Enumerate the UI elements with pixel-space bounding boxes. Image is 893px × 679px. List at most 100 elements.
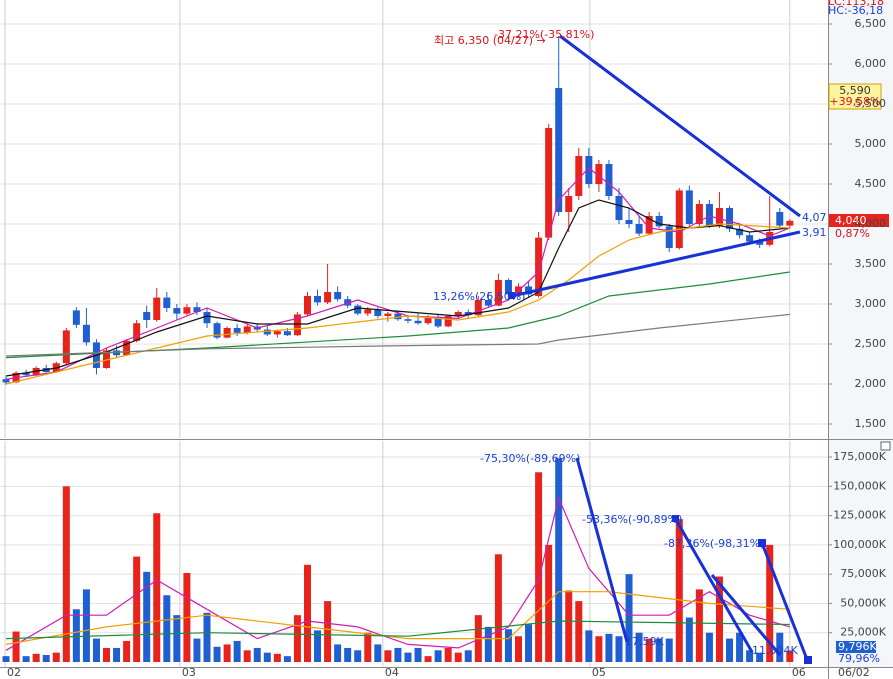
y-tick-label: 125,000K: [833, 509, 886, 522]
y-tick-label: 2,000: [855, 377, 887, 390]
volume-bar: [756, 652, 764, 662]
candle-body: [193, 307, 201, 312]
candle-body: [414, 320, 422, 324]
volume-bar: [625, 574, 633, 662]
volume-bar: [293, 615, 301, 662]
volume-bar: [434, 650, 442, 662]
y-tick-label: 5,000: [855, 137, 887, 150]
trend-marker: [804, 656, 812, 664]
candle-body: [324, 292, 332, 303]
candle-body: [695, 204, 703, 224]
candle-body: [2, 379, 10, 383]
lc-label: LC:113,18: [828, 0, 884, 8]
volume-bar: [233, 640, 241, 662]
volume-bar: [685, 617, 693, 662]
volume-bar: [545, 544, 553, 662]
trend-line: [511, 230, 801, 298]
volume-bar: [213, 646, 221, 662]
candle-body: [283, 331, 291, 336]
volume-bar: [695, 589, 703, 662]
volume-bar: [32, 653, 40, 662]
candle-body: [82, 324, 90, 343]
candle-body: [213, 323, 221, 338]
lower-line-value: 3,91: [802, 226, 827, 239]
volume-bar: [243, 650, 251, 662]
x-tick-label: 04: [385, 666, 399, 679]
volume-bar: [22, 656, 30, 662]
volume-low: 11,004K: [752, 644, 798, 657]
volume-bar: [776, 632, 784, 662]
candle-body: [404, 319, 412, 321]
candle-body: [484, 300, 492, 306]
trend-line: [575, 457, 629, 643]
high-price: 5,590: [839, 84, 871, 97]
volume-bar: [193, 638, 201, 662]
candle-body: [263, 329, 271, 335]
volume-bar: [103, 647, 111, 662]
volume-bar: [464, 650, 472, 662]
y-tick-label: 150,000K: [833, 479, 886, 492]
candle-body: [62, 330, 70, 364]
candle-body: [203, 312, 211, 324]
y-tick-label: 6,000: [855, 57, 887, 70]
volume-bar: [82, 589, 90, 662]
candle-body: [434, 316, 442, 327]
peak-change: -37,21%(-35,81%): [494, 28, 594, 41]
volume-change: -75,30%(-89,69%): [480, 452, 580, 465]
volume-bar: [334, 644, 342, 662]
y-tick-label: 1,500: [855, 417, 887, 430]
volume-bar: [786, 650, 794, 662]
volume-bar: [424, 656, 432, 662]
volume-bar: [394, 647, 402, 662]
volume-bar: [565, 590, 573, 662]
volume-bar: [444, 647, 452, 662]
candle-body: [655, 216, 663, 227]
panel-button[interactable]: [880, 441, 891, 451]
candle-body: [163, 297, 171, 308]
candle-body: [715, 208, 723, 226]
y-tick-label: 25,000K: [840, 626, 886, 639]
x-tick-label: 05: [592, 666, 606, 679]
candle-body: [504, 280, 512, 295]
trend-line: [710, 574, 782, 656]
candle-body: [103, 350, 111, 368]
candle-body: [454, 312, 462, 316]
volume-bar: [665, 638, 673, 662]
candle-body: [173, 308, 181, 314]
volume-bar: [715, 576, 723, 662]
volume-bar: [283, 656, 291, 662]
volume-bar: [303, 564, 311, 662]
grid-layer: [0, 0, 832, 668]
volume-bar: [173, 615, 181, 662]
candle-body: [314, 296, 322, 303]
candle-body: [394, 313, 402, 320]
volume-bar: [494, 554, 502, 662]
candle-body: [635, 224, 643, 234]
trend-marker: [758, 539, 766, 547]
volume-bar: [766, 544, 774, 662]
volume-bar: [484, 626, 492, 662]
candle-body: [22, 372, 30, 376]
candle-body: [705, 204, 713, 226]
volume-bar: [705, 632, 713, 662]
candle-body: [565, 196, 573, 212]
y-tick-label: 2,500: [855, 337, 887, 350]
moving-average-line: [5, 313, 790, 357]
volume-bar: [324, 601, 332, 662]
last-volume: 9,796K: [838, 640, 877, 653]
volume-bar: [153, 513, 161, 662]
candle-body: [615, 196, 623, 220]
volume-bar: [62, 486, 70, 662]
candle-body: [424, 316, 432, 324]
x-tick-label: 06: [792, 666, 806, 679]
hc-label: HC:-36,18: [828, 4, 883, 17]
volume-bar: [414, 647, 422, 662]
candle-body: [575, 156, 583, 196]
y-tick-label: 4,000: [855, 217, 887, 230]
volume-bar: [535, 472, 543, 662]
volume-bar: [42, 654, 50, 662]
candle-body: [354, 305, 362, 314]
candle-body: [133, 323, 141, 341]
volume-bar: [515, 636, 523, 662]
